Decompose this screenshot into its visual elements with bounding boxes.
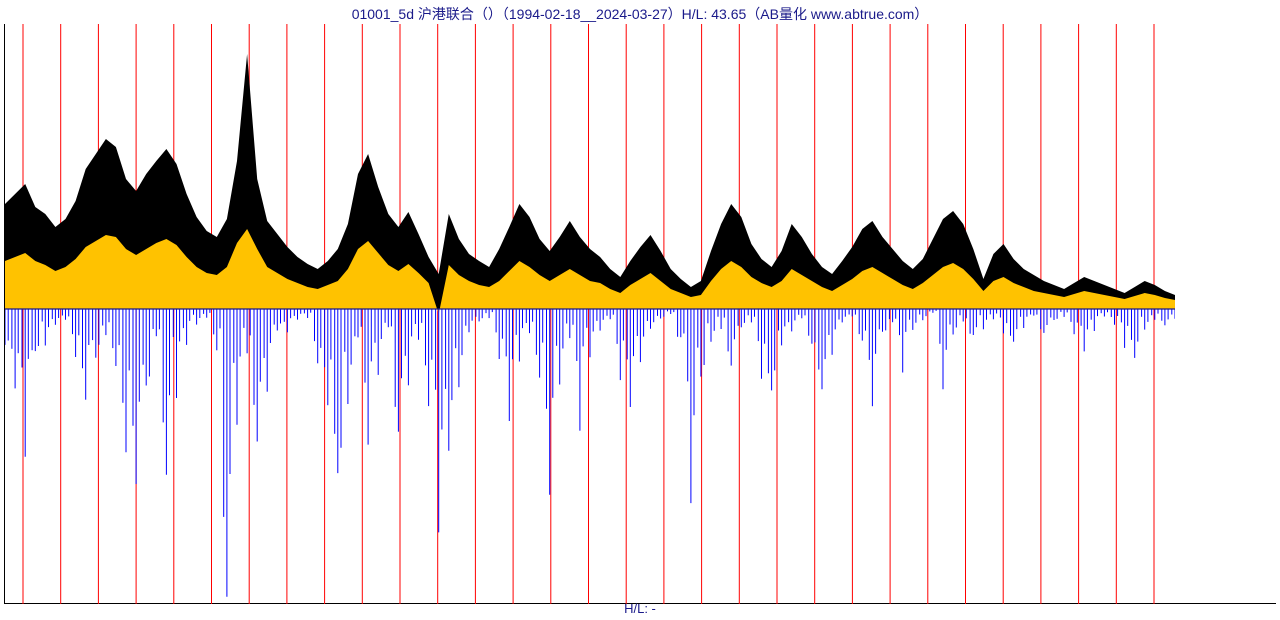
bottom-label: H/L: -: [0, 601, 1280, 616]
chart-area: [5, 24, 1175, 603]
chart-svg: [5, 24, 1175, 604]
chart-title: 01001_5d 沪港联合（）（1994-02-18__2024-03-27）H…: [0, 4, 1280, 24]
chart-container: [4, 24, 1276, 604]
